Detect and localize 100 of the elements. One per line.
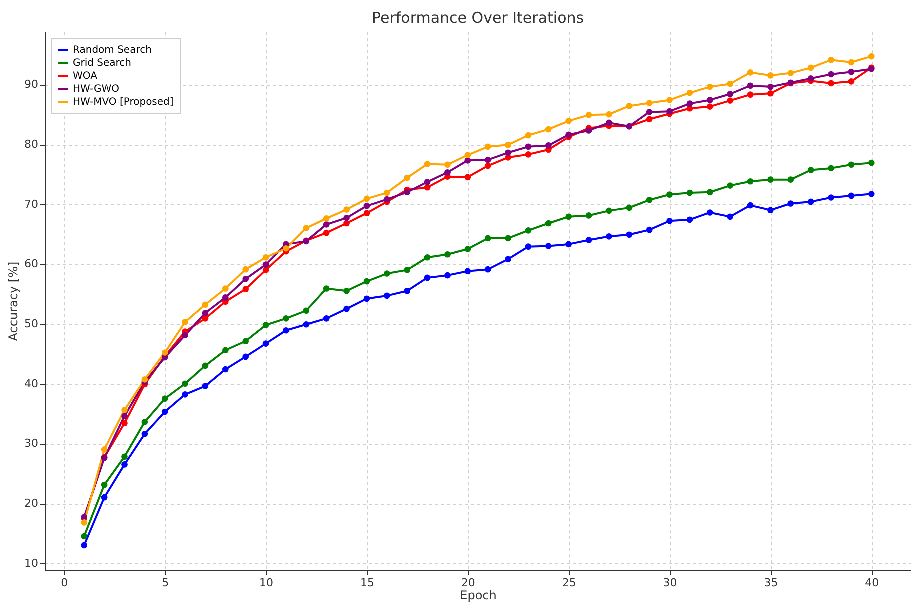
- point: [222, 347, 229, 354]
- point: [424, 179, 431, 186]
- point: [444, 169, 451, 176]
- point: [283, 327, 290, 334]
- point: [505, 142, 512, 148]
- point: [808, 64, 814, 72]
- point: [646, 109, 653, 116]
- point: [142, 431, 148, 438]
- point: [323, 216, 330, 222]
- point: [484, 162, 492, 170]
- point: [484, 156, 492, 164]
- point: [525, 132, 532, 139]
- point: [545, 142, 552, 149]
- point: [344, 288, 350, 294]
- point: [424, 274, 431, 282]
- point: [484, 235, 492, 242]
- point: [868, 53, 875, 60]
- point: [182, 392, 188, 398]
- point: [706, 84, 714, 90]
- point: [686, 100, 694, 107]
- x-tick-label: 40: [865, 576, 880, 590]
- point: [484, 266, 492, 273]
- point: [727, 214, 734, 220]
- point: [727, 80, 734, 88]
- point: [525, 144, 532, 150]
- y-tick-label: 40: [24, 377, 38, 390]
- point: [848, 162, 855, 168]
- point: [606, 234, 612, 240]
- point: [162, 396, 168, 402]
- point: [727, 98, 734, 104]
- point: [586, 237, 592, 244]
- point: [505, 235, 512, 242]
- point: [606, 208, 612, 214]
- y-tick-label: 30: [24, 437, 38, 450]
- point: [81, 542, 88, 549]
- point: [424, 184, 431, 191]
- point: [162, 408, 168, 416]
- y-tick-label: 50: [24, 318, 38, 331]
- legend-label: Grid Search: [73, 58, 132, 69]
- point: [202, 310, 209, 316]
- point: [484, 144, 492, 150]
- point: [262, 254, 270, 261]
- point: [262, 262, 270, 268]
- point: [525, 228, 532, 234]
- point: [444, 162, 451, 168]
- point: [222, 366, 229, 373]
- point: [626, 232, 633, 238]
- point: [768, 72, 774, 79]
- point: [686, 216, 694, 224]
- point: [283, 316, 290, 322]
- point: [828, 80, 834, 87]
- point: [424, 254, 431, 261]
- point: [122, 462, 128, 468]
- point: [727, 182, 734, 189]
- point: [464, 268, 472, 275]
- point: [404, 189, 411, 196]
- point: [646, 197, 653, 204]
- x-tick-label: 30: [663, 576, 678, 590]
- point: [768, 84, 774, 90]
- point: [101, 494, 108, 501]
- point: [384, 190, 390, 196]
- x-tick-label: 25: [562, 576, 576, 590]
- point: [788, 200, 794, 207]
- point: [81, 533, 88, 540]
- y-tick-label: 80: [24, 138, 38, 152]
- x-axis-title: Epoch: [460, 588, 497, 602]
- point: [122, 407, 128, 414]
- point: [828, 71, 834, 78]
- point: [868, 160, 875, 166]
- point: [222, 294, 229, 301]
- point: [364, 196, 370, 202]
- point: [586, 112, 592, 118]
- point: [222, 286, 229, 292]
- point: [323, 316, 330, 322]
- point: [768, 207, 774, 214]
- point: [364, 202, 370, 210]
- point: [444, 251, 451, 258]
- legend-label: HW-MVO [Proposed]: [73, 97, 174, 108]
- point: [606, 111, 612, 118]
- point: [344, 306, 350, 312]
- point: [686, 90, 694, 96]
- point: [262, 267, 270, 274]
- point: [323, 286, 330, 292]
- point: [848, 78, 855, 85]
- point: [404, 174, 411, 182]
- point: [404, 267, 411, 274]
- point: [848, 192, 855, 200]
- point: [182, 332, 188, 339]
- point: [262, 340, 270, 347]
- point: [122, 413, 128, 420]
- x-tick-label: 10: [260, 576, 274, 590]
- y-tick-label: 90: [24, 78, 38, 92]
- point: [788, 176, 794, 183]
- point: [545, 126, 552, 133]
- point: [344, 220, 350, 227]
- point: [202, 362, 209, 370]
- point: [808, 76, 814, 82]
- point: [626, 103, 633, 110]
- point: [586, 212, 592, 219]
- point: [545, 220, 552, 227]
